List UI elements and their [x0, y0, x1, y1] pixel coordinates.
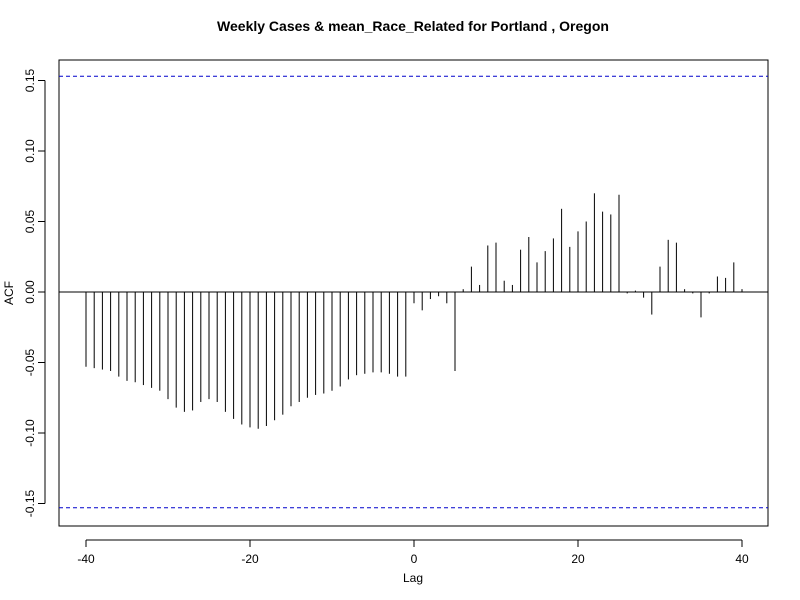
plot-area-frame [58, 59, 769, 527]
x-tick-label: 20 [571, 552, 585, 566]
x-tick-label: -40 [77, 552, 95, 566]
y-tick-label: -0.10 [23, 419, 37, 447]
x-axis-label: Lag [403, 571, 423, 585]
y-axis-label: ACF [2, 281, 16, 305]
acf-bars [85, 193, 743, 429]
x-tick-label: 40 [735, 552, 749, 566]
y-tick-label: -0.15 [23, 490, 37, 518]
chart-title: Weekly Cases & mean_Race_Related for Por… [217, 18, 609, 34]
y-axis: -0.15 -0.10 -0.05 0.00 0.05 0.10 0.15 [23, 68, 46, 518]
y-tick-label: -0.05 [23, 349, 37, 377]
x-tick-label: 0 [411, 552, 418, 566]
x-tick-label: -20 [241, 552, 259, 566]
y-tick-label: 0.15 [23, 68, 37, 92]
y-tick-label: 0.05 [23, 209, 37, 233]
y-tick-label: 0.00 [23, 280, 37, 304]
x-axis: -40 -20 0 20 40 [77, 539, 749, 566]
y-tick-label: 0.10 [23, 139, 37, 163]
